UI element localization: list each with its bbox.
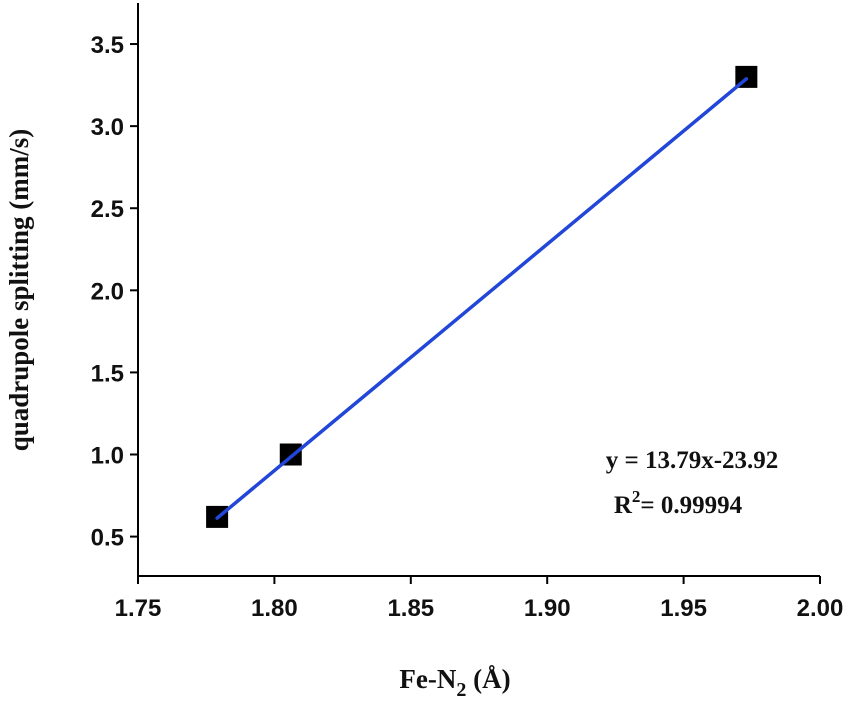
x-ticks: 1.75 1.80 1.85 1.90 1.95 2.00 <box>115 576 844 622</box>
y-tick-label: 2.5 <box>91 196 124 223</box>
y-tick-label: 3.0 <box>91 114 124 141</box>
axes <box>137 3 820 577</box>
fit-line-group <box>215 77 749 520</box>
x-tick-label: 2.00 <box>797 595 844 622</box>
x-tick-label: 1.80 <box>251 595 298 622</box>
y-ticks: 0.5 1.0 1.5 2.0 2.5 3.0 3.5 <box>91 32 138 552</box>
y-tick-label: 1.0 <box>91 443 124 470</box>
x-tick-label: 1.90 <box>524 595 571 622</box>
fit-equation: y = 13.79x-23.92 <box>606 447 779 474</box>
y-tick-label: 1.5 <box>91 360 124 387</box>
x-tick-label: 1.85 <box>387 595 434 622</box>
y-tick-label: 3.5 <box>91 32 124 59</box>
r-squared: R2= 0.99994 <box>614 487 743 519</box>
y-axis-title: quadrupole splitting (mm/s) <box>4 129 34 452</box>
y-tick-label: 2.0 <box>91 278 124 305</box>
x-tick-label: 1.75 <box>115 595 162 622</box>
x-axis-title: Fe-N2 (Å) <box>399 664 510 701</box>
x-tick-label: 1.95 <box>660 595 707 622</box>
y-tick-label: 0.5 <box>91 525 124 552</box>
fit-line <box>215 77 749 520</box>
